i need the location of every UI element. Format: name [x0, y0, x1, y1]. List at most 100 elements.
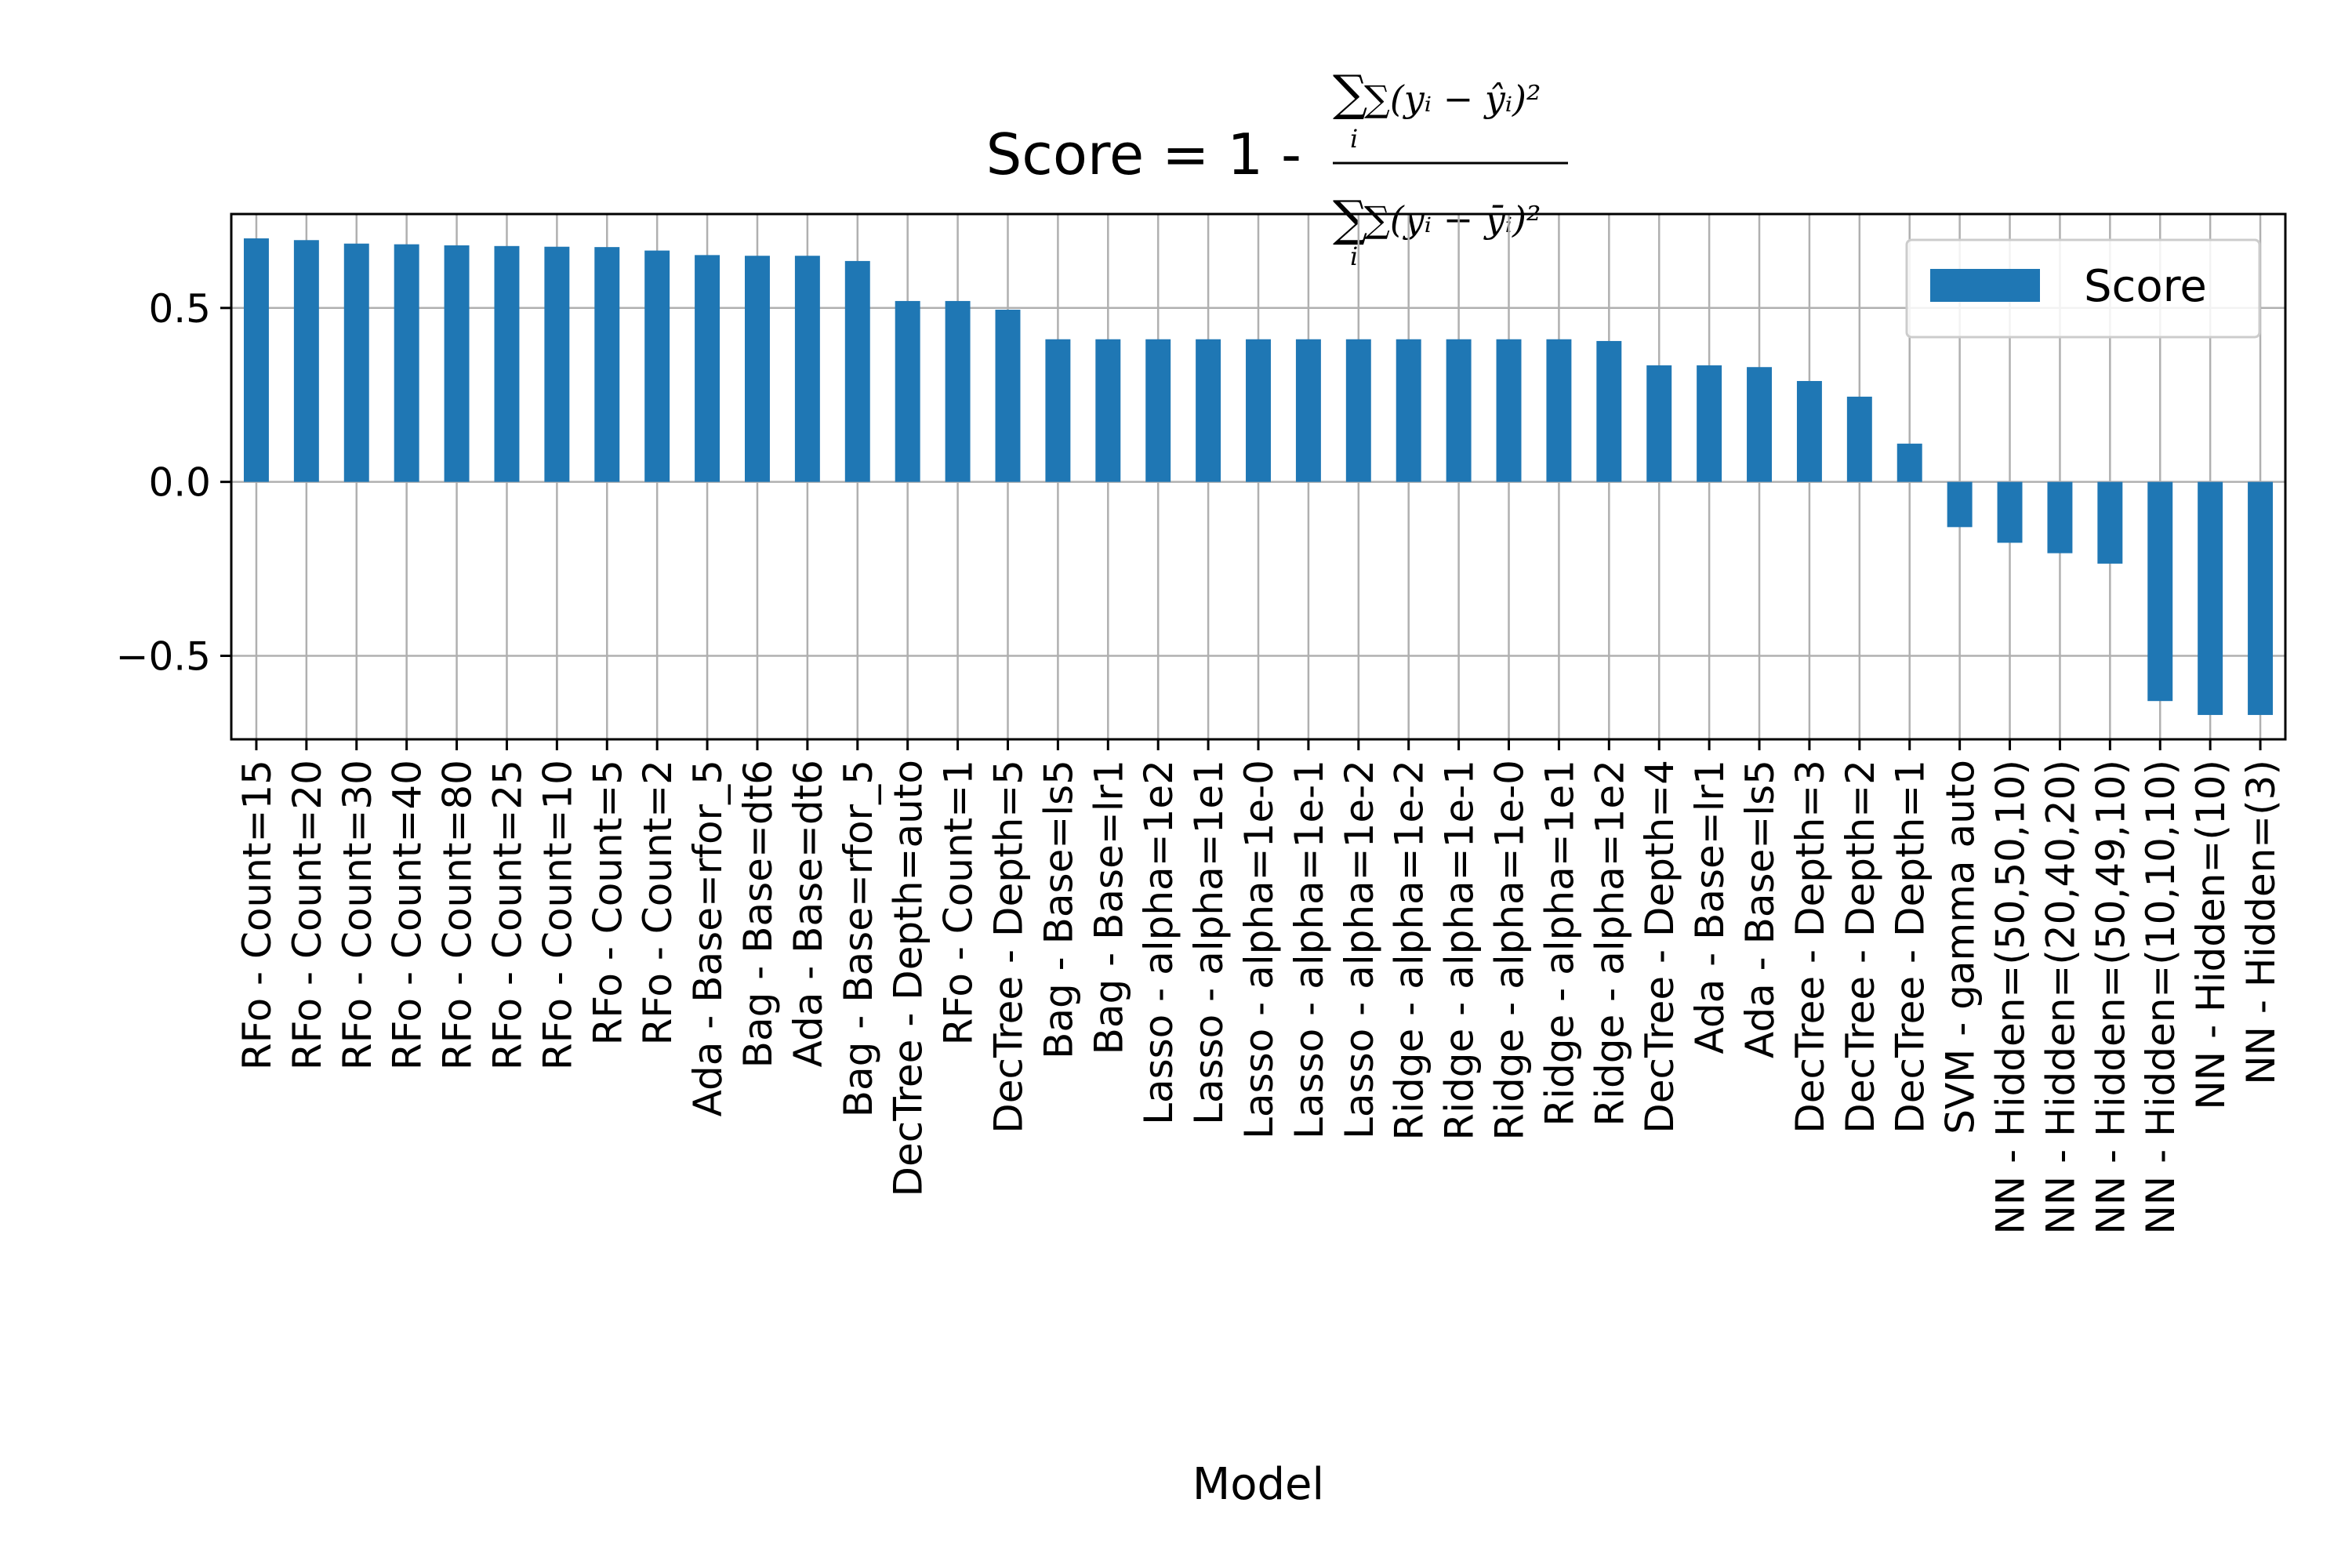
- bar: [2248, 481, 2274, 715]
- bar: [2198, 481, 2223, 715]
- x-tick-label: Ridge - alpha=1e-0: [1487, 760, 1533, 1141]
- formula-denominator-sum: ∑: [1333, 190, 1367, 247]
- bar: [1345, 339, 1371, 482]
- x-tick-label: Ridge - alpha=1e1: [1537, 760, 1582, 1127]
- plot-frame: [230, 212, 2287, 741]
- bar: [243, 238, 269, 482]
- formula-numerator-index: i: [1350, 124, 1358, 154]
- bar: [2047, 481, 2073, 554]
- y-axis: −0.5 0.0 0.5: [116, 286, 231, 680]
- bar: [1045, 339, 1071, 482]
- bar: [745, 256, 770, 482]
- y-tick-label: 0.5: [148, 286, 211, 332]
- x-tick-label: Lasso - alpha=1e1: [1186, 760, 1232, 1125]
- bar: [1947, 481, 1973, 528]
- bar: [1796, 380, 1822, 482]
- legend-box: [1905, 238, 2261, 339]
- x-tick-label: RFo - Count=30: [335, 760, 380, 1070]
- x-tick-label: SVM - gamma auto: [1938, 760, 1984, 1134]
- x-tick-label: NN - Hidden=(50,50,10): [1988, 760, 2034, 1235]
- bar: [343, 243, 369, 482]
- bar: [444, 245, 470, 482]
- x-tick-label: RFo - Count=40: [385, 760, 430, 1070]
- bar: [895, 300, 920, 482]
- x-tick-label: Bag - Base=dt6: [735, 760, 781, 1068]
- x-tick-label: Lasso - alpha=1e-1: [1287, 760, 1332, 1139]
- bar: [544, 246, 570, 482]
- x-tick-label: DecTree - Depth=3: [1788, 760, 1833, 1134]
- legend: Score: [1905, 238, 2261, 339]
- bar: [1846, 396, 1872, 482]
- formula-numerator: ∑(yᵢ − ŷᵢ)²: [1364, 78, 1541, 120]
- bar: [695, 255, 720, 482]
- bar: [594, 247, 620, 482]
- legend-label: Score: [2084, 261, 2207, 312]
- x-tick-label: Lasso - alpha=1e-2: [1337, 760, 1382, 1139]
- bar: [844, 260, 870, 482]
- x-tick-label: Bag - Base=rfor_5: [836, 760, 881, 1117]
- x-tick-label: RFo - Count=10: [535, 760, 580, 1070]
- bar: [1095, 339, 1121, 482]
- bar: [1646, 365, 1672, 482]
- x-tick-label: RFo - Count=15: [234, 760, 280, 1070]
- bars: [243, 238, 2274, 715]
- bar: [1246, 339, 1271, 482]
- bar: [1496, 339, 1522, 482]
- x-axis: RFo - Count=15 RFo - Count=20 RFo - Count=…: [234, 739, 2284, 1235]
- bar: [1546, 339, 1572, 482]
- bar: [1396, 339, 1421, 482]
- bar: [1747, 367, 1772, 482]
- x-tick-label: RFo - Count=1: [936, 760, 982, 1045]
- x-tick-label: Ada - Base=rfor_5: [685, 760, 731, 1116]
- bar: [1196, 339, 1221, 482]
- bar: [644, 250, 670, 482]
- x-tick-label: RFo - Count=25: [485, 760, 530, 1070]
- bar: [1697, 365, 1722, 482]
- x-tick-label: DecTree - Depth=5: [985, 760, 1031, 1134]
- x-tick-label: DecTree - Depth=1: [1888, 760, 1933, 1134]
- x-tick-label: Ada - Base=lr1: [1687, 760, 1733, 1054]
- formula-denominator: ∑(yᵢ − ȳᵢ)²: [1364, 198, 1541, 241]
- title-formula: ∑ ∑(yᵢ − ŷᵢ)² i ∑ ∑(yᵢ − ȳᵢ)² i: [1333, 64, 1568, 271]
- bar: [494, 245, 520, 482]
- chart-title: Score = 1 - ∑ ∑(yᵢ − ŷᵢ)² i ∑ ∑(yᵢ − ȳᵢ)…: [986, 64, 1568, 271]
- bar: [2147, 481, 2173, 702]
- x-tick-label: Ridge - alpha=1e-1: [1437, 760, 1483, 1141]
- x-tick-label: NN - Hidden=(3): [2238, 760, 2284, 1085]
- x-tick-label: RFo - Count=5: [585, 760, 630, 1045]
- formula-numerator-sum: ∑: [1333, 64, 1367, 122]
- x-tick-label: Lasso - alpha=1e2: [1136, 760, 1181, 1125]
- x-tick-label: Bag - Base=ls5: [1036, 760, 1081, 1059]
- bar: [1596, 340, 1622, 482]
- bar: [1446, 339, 1472, 482]
- chart-title-text: Score = 1 -: [986, 122, 1301, 187]
- x-tick-label: Lasso - alpha=1e-0: [1236, 760, 1282, 1139]
- bar: [1896, 443, 1922, 482]
- x-tick-label: Ada - Base=dt6: [786, 760, 831, 1067]
- x-tick-label: DecTree - Depth=auto: [886, 760, 931, 1196]
- x-tick-label: NN - Hidden=(50,49,10): [2088, 760, 2133, 1235]
- bar: [945, 300, 971, 482]
- x-tick-label: RFo - Count=20: [285, 760, 330, 1070]
- x-tick-label: DecTree - Depth=4: [1637, 760, 1682, 1134]
- bar: [293, 240, 319, 482]
- x-tick-label: DecTree - Depth=2: [1838, 760, 1883, 1134]
- x-tick-label: NN - Hidden=(20,40,20): [2038, 760, 2083, 1235]
- bar: [2097, 481, 2123, 564]
- y-tick-label: 0.0: [148, 460, 211, 506]
- x-tick-label: RFo - Count=2: [635, 760, 681, 1045]
- bar: [794, 256, 820, 482]
- legend-swatch: [1930, 269, 2040, 302]
- bar: [995, 310, 1021, 482]
- bar: [1145, 339, 1171, 482]
- bar: [1295, 339, 1321, 482]
- x-tick-label: Bag - Base=lr1: [1086, 760, 1131, 1054]
- x-tick-label: NN - Hidden=(10): [2188, 760, 2234, 1110]
- x-tick-label: Ridge - alpha=1e2: [1587, 760, 1632, 1127]
- bar: [1997, 481, 2023, 543]
- formula-denominator-index: i: [1350, 241, 1358, 271]
- x-tick-label: RFo - Count=80: [435, 760, 481, 1070]
- x-tick-label: Ridge - alpha=1e-2: [1387, 760, 1432, 1141]
- x-tick-label: Ada - Base=ls5: [1737, 760, 1783, 1058]
